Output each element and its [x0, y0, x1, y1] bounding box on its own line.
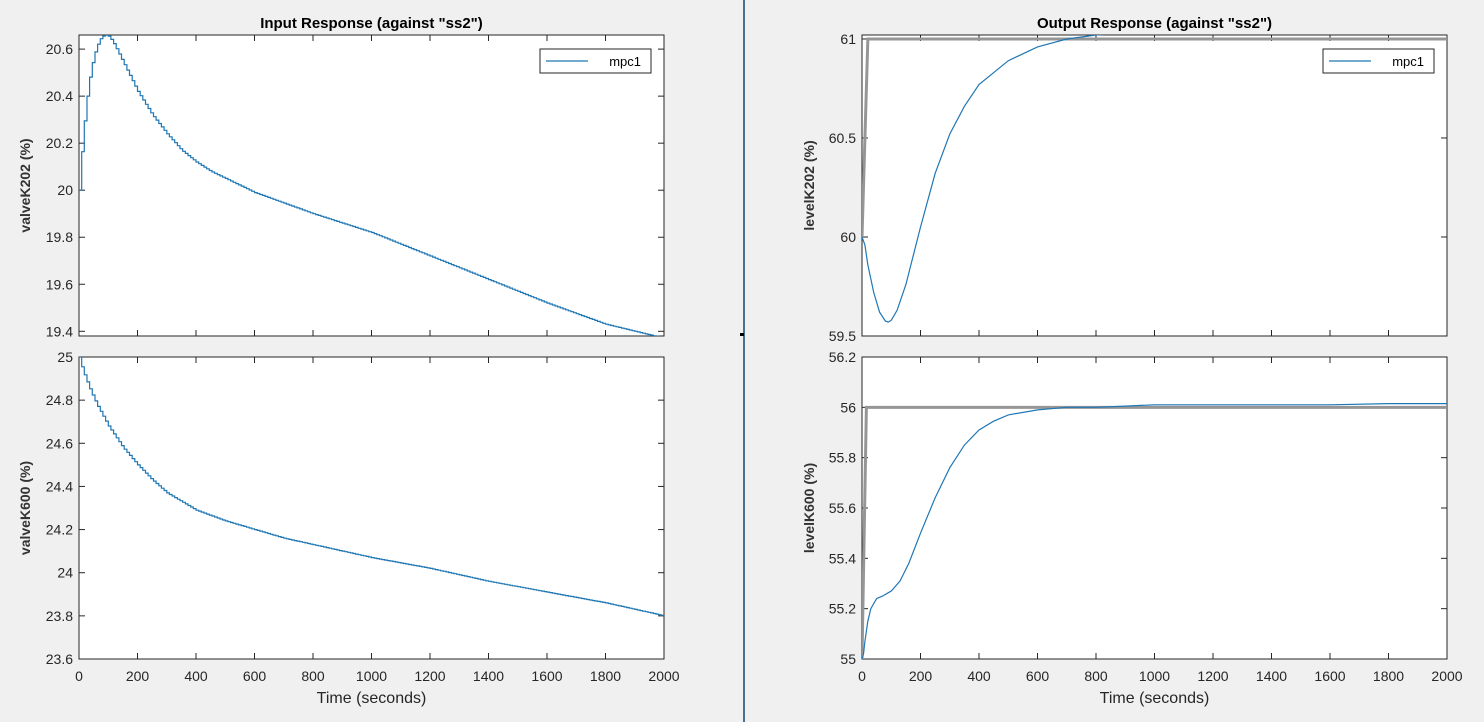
input-response-figure: Input Response (against "ss2") 19.4 19.6 19… — [17, 15, 680, 707]
x-axis-label: Time (seconds) — [1100, 690, 1210, 707]
y-tick-label: 61 — [840, 31, 856, 47]
x-tick-label: 200 — [909, 668, 933, 684]
y-tick-label: 24.8 — [46, 392, 73, 408]
y-tick-label: 24.6 — [46, 435, 73, 451]
legend-label: mpc1 — [1392, 54, 1424, 69]
x-tick-label: 400 — [967, 668, 991, 684]
y-tick-label: 19.4 — [46, 323, 73, 339]
y-axis-label: levelK600 (%) — [801, 463, 817, 553]
y-tick-label: 56 — [840, 399, 856, 415]
output-response-panel: Output Response (against "ss2") 59.5 60 60.… — [746, 0, 1484, 722]
x-tick-label: 1600 — [531, 668, 562, 684]
y-tick-label: 20.4 — [46, 88, 73, 104]
x-tick-label: 1200 — [1197, 668, 1228, 684]
output-response-figure: Output Response (against "ss2") 59.5 60 60.… — [801, 15, 1463, 707]
x-tick-label: 1600 — [1314, 668, 1345, 684]
y-tick-label: 20.6 — [46, 41, 73, 57]
x-tick-label: 2000 — [1431, 668, 1462, 684]
x-tick-label: 2000 — [648, 668, 679, 684]
plot-area — [861, 34, 1448, 337]
chart-output-levelK202: Output Response (against "ss2") 59.5 60 60.… — [801, 15, 1448, 344]
series-line-mpc1 — [79, 35, 660, 336]
y-tick-label: 55.6 — [829, 500, 856, 516]
plot-area — [78, 356, 665, 660]
x-tick-label: 1800 — [1373, 668, 1404, 684]
chart-title: Input Response (against "ss2") — [260, 15, 483, 32]
series-line-mpc1 — [79, 357, 664, 616]
y-tick-label: 24.4 — [46, 478, 73, 494]
y-tick-label: 60 — [840, 229, 856, 245]
y-tick-label: 55 — [840, 651, 856, 667]
legend-label: mpc1 — [609, 54, 641, 69]
y-tick-label: 25 — [57, 349, 73, 365]
chart-output-levelK600: 55 55.2 55.4 55.6 55.8 56 56.2 0 200 400 600 800 100… — [801, 349, 1463, 707]
x-tick-label: 600 — [243, 668, 267, 684]
y-tick-label: 60.5 — [829, 130, 856, 146]
y-tick-label: 55.4 — [829, 550, 856, 566]
y-tick-label: 24.2 — [46, 522, 73, 538]
y-axis-label: levelK202 (%) — [801, 140, 817, 230]
divider-handle[interactable] — [740, 333, 744, 336]
x-tick-label: 0 — [75, 668, 83, 684]
series-line-mpc1 — [862, 35, 1105, 323]
plot-area — [78, 34, 665, 337]
x-tick-label: 1200 — [414, 668, 445, 684]
x-tick-label: 200 — [126, 668, 150, 684]
reference-line — [862, 37, 1447, 238]
panel-divider[interactable] — [743, 0, 745, 722]
y-tick-label: 20.2 — [46, 135, 73, 151]
input-response-panel: Input Response (against "ss2") 19.4 19.6 19… — [17, 15, 680, 707]
legend[interactable]: mpc1 — [1322, 48, 1435, 74]
x-tick-label: 1000 — [1139, 668, 1170, 684]
x-axis-label: Time (seconds) — [317, 690, 427, 707]
reference-line — [862, 405, 1447, 659]
y-tick-label: 23.8 — [46, 608, 73, 624]
y-tick-label: 20 — [57, 182, 73, 198]
x-tick-label: 800 — [1084, 668, 1108, 684]
legend[interactable]: mpc1 — [539, 48, 652, 74]
y-tick-label: 55.2 — [829, 601, 856, 617]
x-tick-label: 800 — [301, 668, 325, 684]
chart-input-valveK600: 23.6 23.8 24 24.2 24.4 24.6 24.8 25 0 200 400 600 80… — [17, 349, 680, 707]
y-tick-label: 19.8 — [46, 229, 73, 245]
chart-input-valveK202: Input Response (against "ss2") 19.4 19.6 19… — [17, 15, 665, 339]
y-tick-label: 24 — [57, 565, 73, 581]
y-axis-label: valveK600 (%) — [17, 461, 33, 555]
x-tick-label: 400 — [184, 668, 208, 684]
series-line-mpc1 — [862, 403, 1447, 659]
y-tick-label: 19.6 — [46, 276, 73, 292]
plot-area — [861, 356, 1448, 660]
x-tick-label: 1400 — [473, 668, 504, 684]
x-tick-label: 1400 — [1256, 668, 1287, 684]
x-tick-label: 600 — [1026, 668, 1050, 684]
chart-title: Output Response (against "ss2") — [1037, 15, 1272, 32]
x-tick-label: 1000 — [356, 668, 387, 684]
y-tick-label: 59.5 — [829, 328, 856, 344]
y-tick-label: 55.8 — [829, 450, 856, 466]
y-tick-label: 56.2 — [829, 349, 856, 365]
y-tick-label: 23.6 — [46, 651, 73, 667]
y-axis-label: valveK202 (%) — [17, 138, 33, 232]
x-tick-label: 1800 — [590, 668, 621, 684]
x-tick-label: 0 — [858, 668, 866, 684]
